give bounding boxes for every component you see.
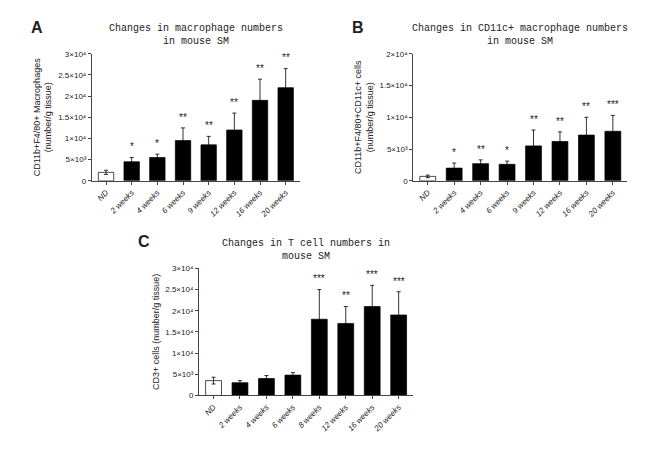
svg-text:20 weeks: 20 weeks — [259, 188, 290, 219]
svg-text:1×10⁴: 1×10⁴ — [172, 349, 194, 358]
svg-text:**: ** — [477, 144, 485, 155]
svg-text:3×10⁴: 3×10⁴ — [172, 264, 194, 273]
svg-text:1.5×10⁴: 1.5×10⁴ — [379, 81, 408, 90]
svg-text:**: ** — [282, 52, 290, 63]
svg-text:C: C — [138, 233, 150, 250]
svg-text:2 weeks: 2 weeks — [108, 188, 136, 216]
svg-text:16 weeks: 16 weeks — [560, 188, 590, 218]
svg-text:Changes in CD11c+ macrophage n: Changes in CD11c+ macrophage numbersin m… — [412, 23, 628, 47]
svg-text:***: *** — [366, 269, 378, 280]
svg-text:Changes in T cell numbers inmo: Changes in T cell numbers inmouse SM — [222, 238, 390, 262]
svg-text:**: ** — [530, 114, 538, 125]
svg-text:**: ** — [256, 63, 264, 74]
svg-text:6 weeks: 6 weeks — [160, 188, 187, 215]
svg-text:6 weeks: 6 weeks — [484, 188, 511, 215]
svg-text:8 weeks: 8 weeks — [296, 403, 323, 430]
svg-text:3×10⁴: 3×10⁴ — [65, 50, 87, 59]
svg-text:1.5×10⁴: 1.5×10⁴ — [165, 328, 194, 337]
svg-text:A: A — [31, 19, 43, 36]
svg-text:0: 0 — [189, 391, 194, 400]
svg-text:2.5×10⁴: 2.5×10⁴ — [58, 71, 87, 80]
svg-text:5×10³: 5×10³ — [66, 155, 87, 164]
svg-text:**: ** — [556, 116, 564, 127]
svg-text:CD11b+F4/80+CD11c+ cells(numbe: CD11b+F4/80+CD11c+ cells(number/g tissue… — [353, 60, 375, 174]
svg-text:2×10⁴: 2×10⁴ — [386, 50, 408, 59]
svg-text:**: ** — [179, 112, 187, 123]
svg-text:**: ** — [342, 290, 350, 301]
svg-text:2 weeks: 2 weeks — [216, 403, 244, 431]
svg-text:***: *** — [607, 99, 619, 110]
svg-text:9 weeks: 9 weeks — [511, 188, 538, 215]
svg-text:4 weeks: 4 weeks — [458, 188, 485, 215]
svg-text:2 weeks: 2 weeks — [431, 188, 459, 216]
svg-text:ND: ND — [203, 403, 218, 418]
svg-text:*: * — [130, 141, 134, 152]
svg-text:**: ** — [230, 97, 238, 108]
svg-text:1.5×10⁴: 1.5×10⁴ — [58, 113, 87, 122]
svg-text:0: 0 — [82, 177, 87, 186]
svg-text:2×10⁴: 2×10⁴ — [65, 92, 87, 101]
svg-text:CD3+ cells (number/g tissue): CD3+ cells (number/g tissue) — [151, 274, 161, 390]
svg-text:16 weeks: 16 weeks — [234, 188, 264, 218]
svg-text:12 weeks: 12 weeks — [208, 188, 238, 218]
svg-text:2×10⁴: 2×10⁴ — [172, 307, 194, 316]
svg-text:**: ** — [205, 120, 213, 131]
svg-text:*: * — [155, 138, 159, 149]
svg-text:ND: ND — [417, 188, 432, 203]
svg-text:ND: ND — [96, 188, 111, 203]
svg-text:*: * — [452, 147, 456, 158]
svg-text:20 weeks: 20 weeks — [372, 403, 403, 434]
svg-text:***: *** — [393, 276, 405, 287]
svg-text:16 weeks: 16 weeks — [346, 403, 376, 433]
svg-text:1×10⁴: 1×10⁴ — [65, 134, 87, 143]
svg-text:4 weeks: 4 weeks — [244, 403, 271, 430]
svg-text:**: ** — [582, 101, 590, 112]
svg-text:***: *** — [313, 273, 325, 284]
svg-text:B: B — [352, 19, 364, 36]
svg-text:4 weeks: 4 weeks — [134, 188, 161, 215]
svg-text:0: 0 — [403, 177, 408, 186]
svg-text:6 weeks: 6 weeks — [270, 403, 297, 430]
svg-text:12 weeks: 12 weeks — [320, 403, 350, 433]
svg-text:5×10³: 5×10³ — [387, 145, 408, 154]
svg-text:Changes in macrophage numbersi: Changes in macrophage numbersin mouse SM — [109, 23, 283, 47]
svg-text:20 weeks: 20 weeks — [586, 188, 617, 219]
svg-text:1×10⁴: 1×10⁴ — [386, 113, 408, 122]
svg-text:5×10³: 5×10³ — [173, 370, 194, 379]
svg-text:9 weeks: 9 weeks — [186, 188, 213, 215]
svg-text:*: * — [505, 145, 509, 156]
svg-text:2.5×10⁴: 2.5×10⁴ — [165, 285, 194, 294]
svg-text:12 weeks: 12 weeks — [534, 188, 564, 218]
svg-text:CD11b+F4/80+ Macrophages(numbe: CD11b+F4/80+ Macrophages(number/g tissue… — [32, 58, 54, 176]
